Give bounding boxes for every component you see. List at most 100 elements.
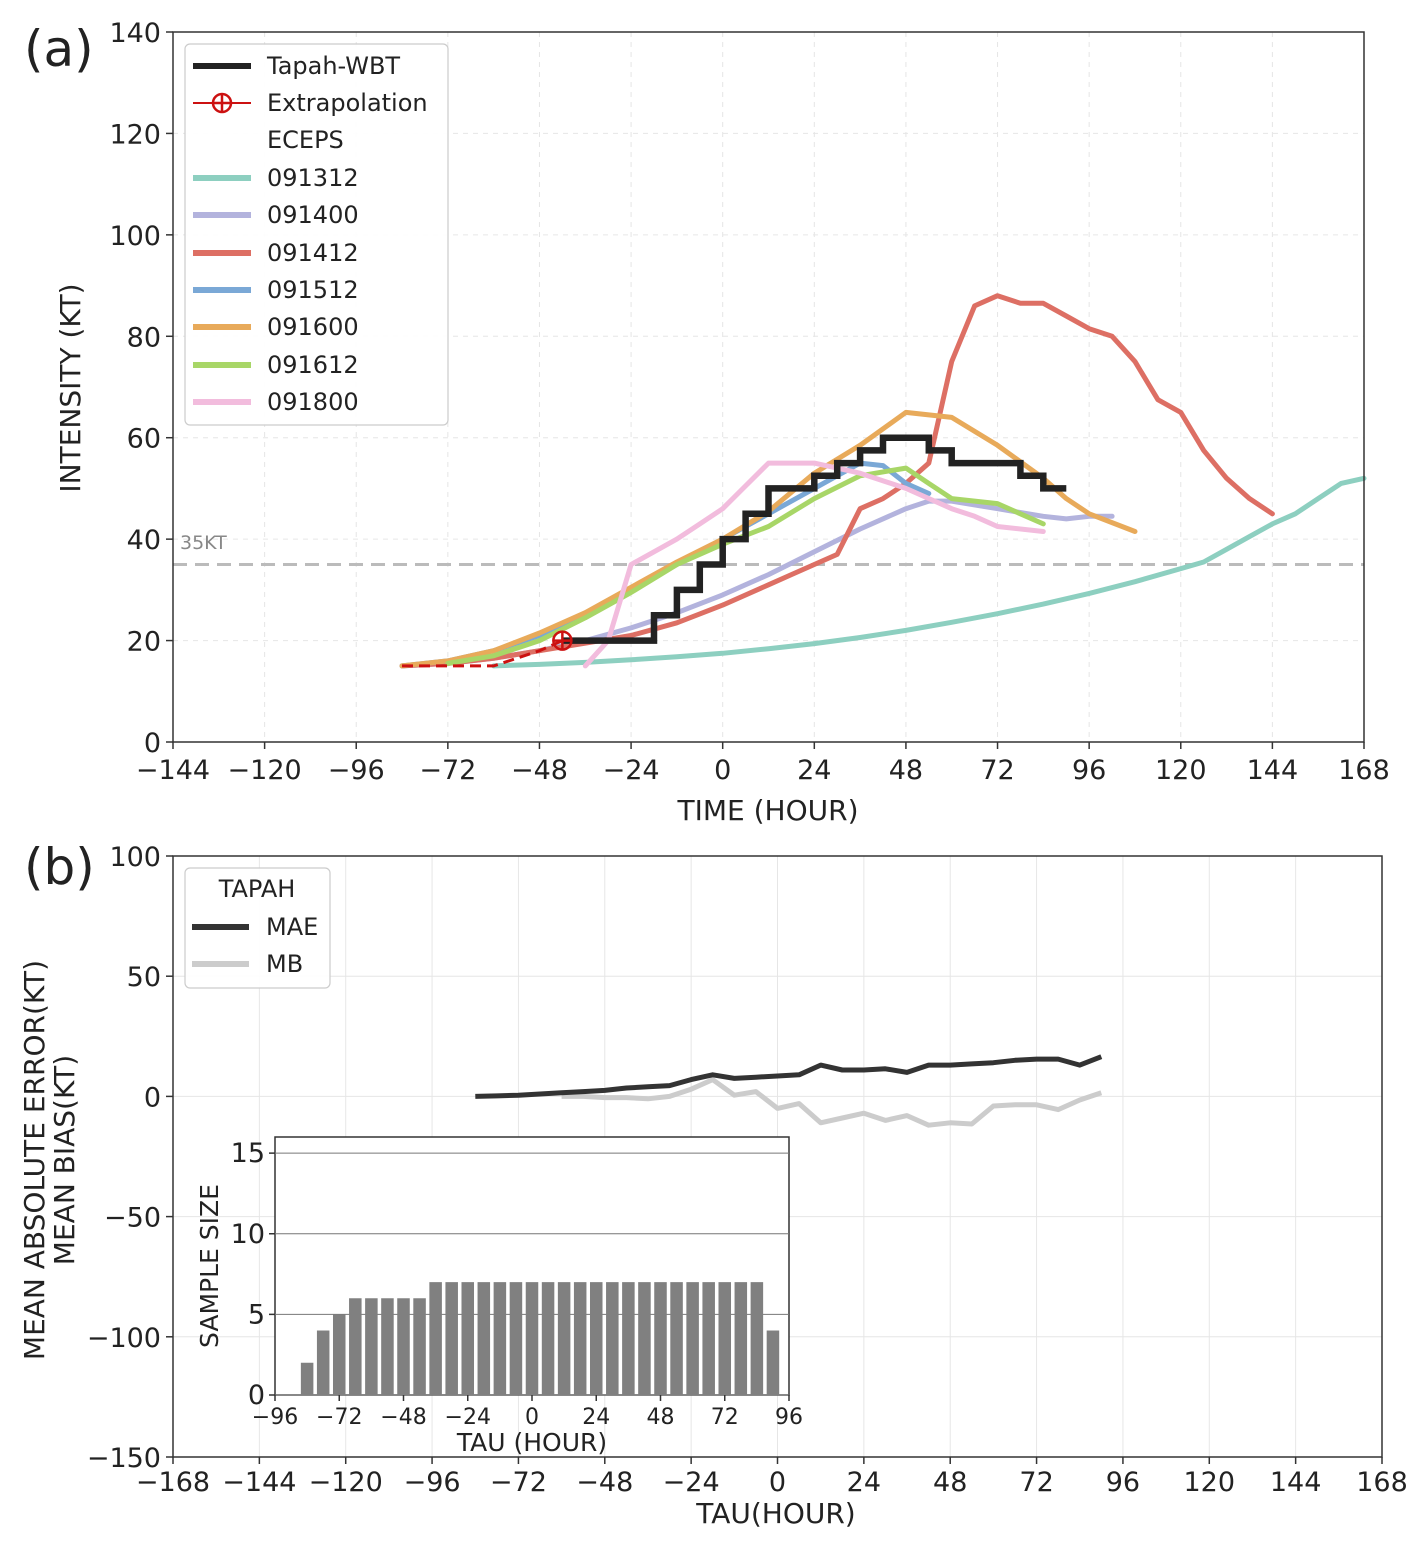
inset-x-tick-label: 0 <box>525 1405 539 1430</box>
panel-a-y-ticks: 0 20 40 60 80 100 120 140 <box>109 18 173 759</box>
legend-label-mb: MB <box>266 950 303 978</box>
inset-bar <box>461 1282 475 1395</box>
x-tick-label: −144 <box>136 755 210 786</box>
extrapolation-marker <box>552 630 573 651</box>
series-line-091800 <box>582 460 1046 669</box>
inset-bar <box>541 1282 555 1395</box>
legend-label-091400: 091400 <box>267 201 359 229</box>
observed-line-tapah-wbt <box>562 434 1067 644</box>
x-tick-label: 48 <box>889 755 923 786</box>
y-tick-label: 0 <box>144 728 161 759</box>
inset-bar <box>365 1298 378 1395</box>
x-tick-label: 24 <box>797 755 831 786</box>
panel-a-x-title: TIME (HOUR) <box>676 794 858 827</box>
x-tick-label: 144 <box>1270 1467 1322 1498</box>
x-tick-label: −72 <box>419 755 476 786</box>
series-line-mb <box>561 1077 1103 1128</box>
x-tick-label: −144 <box>222 1467 296 1498</box>
x-tick-label: −120 <box>228 755 302 786</box>
inset-bar <box>349 1298 362 1395</box>
inset-x-tick-label: 96 <box>775 1405 803 1430</box>
inset-bar <box>445 1282 458 1395</box>
inset-bar <box>525 1282 539 1395</box>
panel-label-b: (b) <box>24 838 95 896</box>
x-tick-label: 96 <box>1106 1467 1140 1498</box>
inset-y-tick-label: 0 <box>248 1380 265 1411</box>
inset-x-ticks: −96 −72 −48 −24 0 24 48 72 96 <box>252 1395 803 1430</box>
x-tick-label: −24 <box>603 755 660 786</box>
x-tick-label: −168 <box>136 1467 210 1498</box>
legend-label-091312: 091312 <box>267 164 359 192</box>
legend-label-091512: 091512 <box>267 276 359 304</box>
inset-bar <box>750 1282 764 1395</box>
x-tick-label: 144 <box>1247 755 1299 786</box>
x-tick-label: −24 <box>663 1467 720 1498</box>
inset-y-tick-label: 10 <box>231 1219 265 1250</box>
x-tick-label: −96 <box>328 755 385 786</box>
inset-x-tick-label: 24 <box>582 1405 610 1430</box>
y-tick-label: 120 <box>109 119 161 150</box>
inset-x-tick-label: −48 <box>380 1405 426 1430</box>
panel-b-x-title: TAU(HOUR) <box>695 1497 855 1530</box>
legend-label-mae: MAE <box>266 913 318 941</box>
y-tick-label: 140 <box>109 18 161 49</box>
x-tick-label: 0 <box>769 1467 786 1498</box>
panel-label-a: (a) <box>24 20 94 78</box>
legend-box <box>184 867 331 989</box>
inset-x-tick-label: −24 <box>445 1405 491 1430</box>
y-tick-label: 0 <box>144 1082 161 1113</box>
inset-bar <box>509 1282 523 1395</box>
y-tick-label: 100 <box>109 842 161 873</box>
x-tick-label: −48 <box>576 1467 633 1498</box>
inset-bar <box>654 1282 667 1395</box>
inset-bar <box>766 1330 780 1395</box>
series-line-091312 <box>491 475 1367 669</box>
inset-y-tick-label: 15 <box>231 1138 265 1169</box>
series-line-091612 <box>445 465 1046 666</box>
inset-y-title: SAMPLE SIZE <box>195 1184 224 1348</box>
inset-y-tick-label: 5 <box>248 1299 265 1330</box>
inset-bar <box>702 1282 715 1395</box>
inset-bar <box>622 1282 635 1395</box>
y-tick-label: 100 <box>109 221 161 252</box>
inset-bar <box>381 1298 394 1395</box>
inset-bar <box>332 1314 346 1395</box>
inset-bar <box>557 1282 571 1395</box>
x-tick-label: 168 <box>1356 1467 1408 1498</box>
panel-b-x-ticks: −168 −144 −120 −96 −72 −48 −24 0 24 48 72 96 120 144 1… <box>136 1457 1408 1498</box>
legend-label-091612: 091612 <box>267 351 359 379</box>
legend-label-tapah-wbt: Tapah-WBT <box>266 52 400 80</box>
inset-bar <box>606 1282 619 1395</box>
legend-label-091600: 091600 <box>267 313 359 341</box>
inset-x-tick-label: −72 <box>316 1405 362 1430</box>
y-tick-label: 40 <box>127 525 161 556</box>
x-tick-label: 24 <box>847 1467 881 1498</box>
y-tick-label: 80 <box>127 322 161 353</box>
panel-b-series <box>475 1054 1103 1128</box>
inset-x-tick-label: 48 <box>647 1405 675 1430</box>
inset-bar <box>670 1282 683 1395</box>
inset-x-title: TAU (HOUR) <box>456 1428 607 1457</box>
y-tick-label: −50 <box>104 1203 161 1234</box>
inset-x-tick-label: 72 <box>711 1405 739 1430</box>
panel-a-x-ticks: −144 −120 −96 −72 −48 −24 0 24 48 72 96 120 144 168 <box>136 742 1390 786</box>
inset-bar <box>718 1282 732 1395</box>
legend-label-091800: 091800 <box>267 388 359 416</box>
threshold-label: 35KT <box>180 532 227 554</box>
inset-bar <box>589 1282 603 1395</box>
panel-a-series <box>399 293 1367 669</box>
x-tick-label: 120 <box>1184 1467 1236 1498</box>
inset-x-tick-label: −96 <box>252 1405 298 1430</box>
panel-b-y-title-mb: MEAN BIAS(KT) <box>48 1055 81 1265</box>
x-tick-label: 96 <box>1072 755 1106 786</box>
x-tick-label: −120 <box>309 1467 383 1498</box>
inset-bar <box>638 1282 651 1395</box>
inset-bar <box>734 1282 748 1395</box>
panel-b-legend: TAPAH MAE MB <box>184 867 331 989</box>
x-tick-label: 72 <box>980 755 1014 786</box>
inset-bars <box>300 1282 780 1395</box>
inset-bar <box>300 1362 314 1395</box>
inset-bar <box>316 1330 330 1395</box>
